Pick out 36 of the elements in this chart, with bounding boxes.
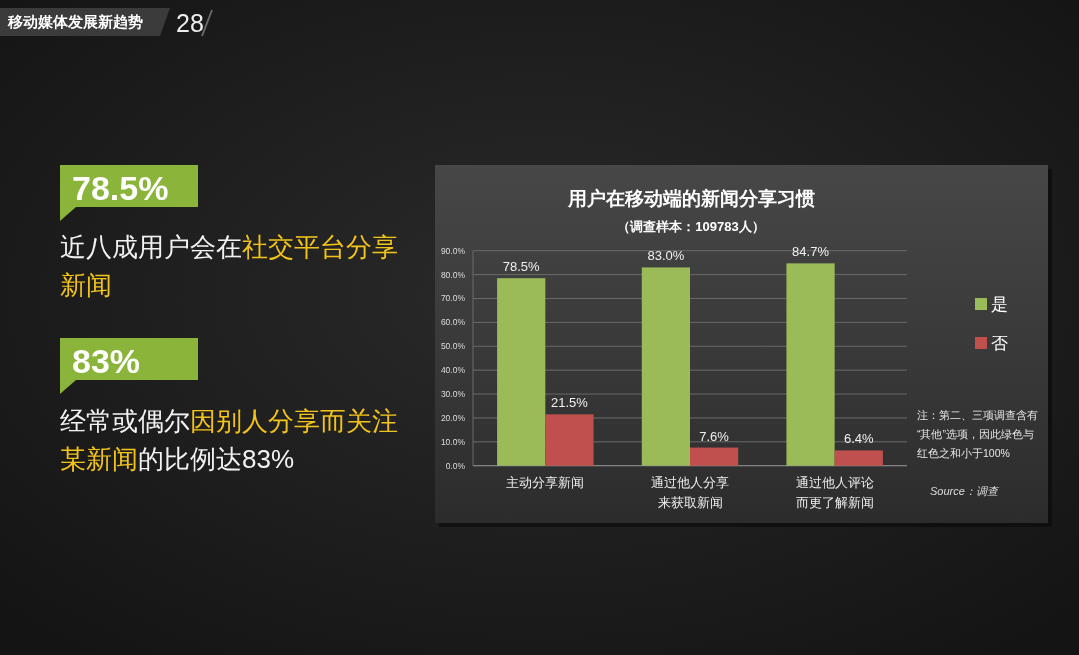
y-tick-label: 20.0% xyxy=(440,412,466,423)
data-label: 84.7% xyxy=(792,244,830,260)
text: 移动媒体发展新趋势 xyxy=(7,13,143,30)
text: 因别人分享而关注 xyxy=(190,406,398,436)
text: 社交平台分享 xyxy=(242,232,398,262)
source-note: Source：调查 xyxy=(930,485,1000,497)
x-tick-label: 通过他人分享来获取新闻 xyxy=(650,475,730,512)
text: 78.5% xyxy=(72,169,169,207)
y-tick-label: 40.0% xyxy=(440,365,466,376)
data-label: 21.5% xyxy=(551,395,589,411)
y-tick-label: 50.0% xyxy=(440,341,466,352)
legend-label: 是 xyxy=(991,295,1008,314)
data-label: 78.5% xyxy=(502,259,541,275)
text: 新闻 xyxy=(60,270,112,300)
y-tick-label: 90.0% xyxy=(440,245,466,256)
y-tick-label: 10.0% xyxy=(440,436,466,447)
y-tick-label: 0.0% xyxy=(445,460,466,471)
data-label: 6.4% xyxy=(843,431,875,447)
x-tick-label: 主动分享新闻 xyxy=(505,475,586,492)
text: 近八成用户会在 xyxy=(60,232,242,262)
text: 经常或偶尔 xyxy=(60,406,190,436)
legend-label: 否 xyxy=(991,334,1008,353)
text: 注：第二、三项调查含有“其他”选项，因此绿色与红色之和小于100% xyxy=(917,409,1038,459)
x-tick-label: 通过他人评论而更了解新闻 xyxy=(794,475,875,512)
text: 28 xyxy=(176,9,204,37)
text: 的比例达83% xyxy=(138,444,295,474)
y-tick-label: 80.0% xyxy=(440,269,466,280)
chart-title: 用户在移动端的新闻分享习惯 xyxy=(566,188,815,209)
text: 某新闻 xyxy=(60,444,138,474)
y-tick-label: 30.0% xyxy=(440,389,466,400)
chart-subtitle: （调查样本：109783人） xyxy=(617,219,765,234)
y-tick-label: 70.0% xyxy=(440,293,466,304)
data-label: 7.6% xyxy=(699,428,730,444)
data-label: 83.0% xyxy=(647,248,685,264)
text: 83% xyxy=(72,342,141,380)
y-tick-label: 60.0% xyxy=(440,317,466,328)
